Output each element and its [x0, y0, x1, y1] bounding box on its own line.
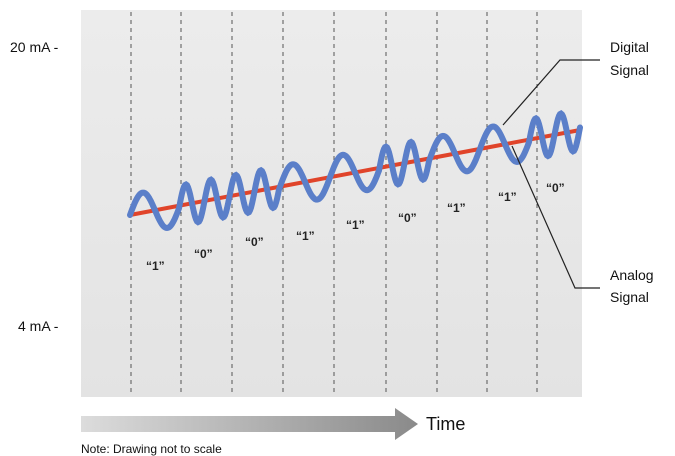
- time-label: Time: [426, 414, 465, 434]
- bit-labels: “1” “0” “0” “1” “1” “0” “1” “1” “0”: [146, 181, 565, 273]
- digital-callout-leader: [502, 59, 600, 126]
- scale-note: Note: Drawing not to scale: [81, 442, 222, 456]
- bit-label: “1”: [296, 229, 315, 243]
- bit-label: “0”: [546, 181, 565, 195]
- time-arrow: [81, 408, 418, 440]
- bit-label: “1”: [498, 190, 517, 204]
- axis-label-20ma: 20 mA -: [10, 39, 59, 55]
- bit-label: “1”: [146, 259, 165, 273]
- digital-signal-wave: [127, 110, 583, 232]
- axis-label-4ma: 4 mA -: [18, 318, 59, 334]
- bit-label: “1”: [447, 201, 466, 215]
- bit-label: “0”: [398, 211, 417, 225]
- bit-label: “0”: [194, 247, 213, 261]
- diagram-panel: [81, 10, 582, 397]
- digital-callout-label: Digital Signal: [610, 39, 653, 78]
- analog-callout-label: Analog Signal: [610, 267, 657, 305]
- bit-label: “1”: [346, 218, 365, 232]
- analog-callout-leader: [511, 145, 600, 289]
- bit-label: “0”: [245, 235, 264, 249]
